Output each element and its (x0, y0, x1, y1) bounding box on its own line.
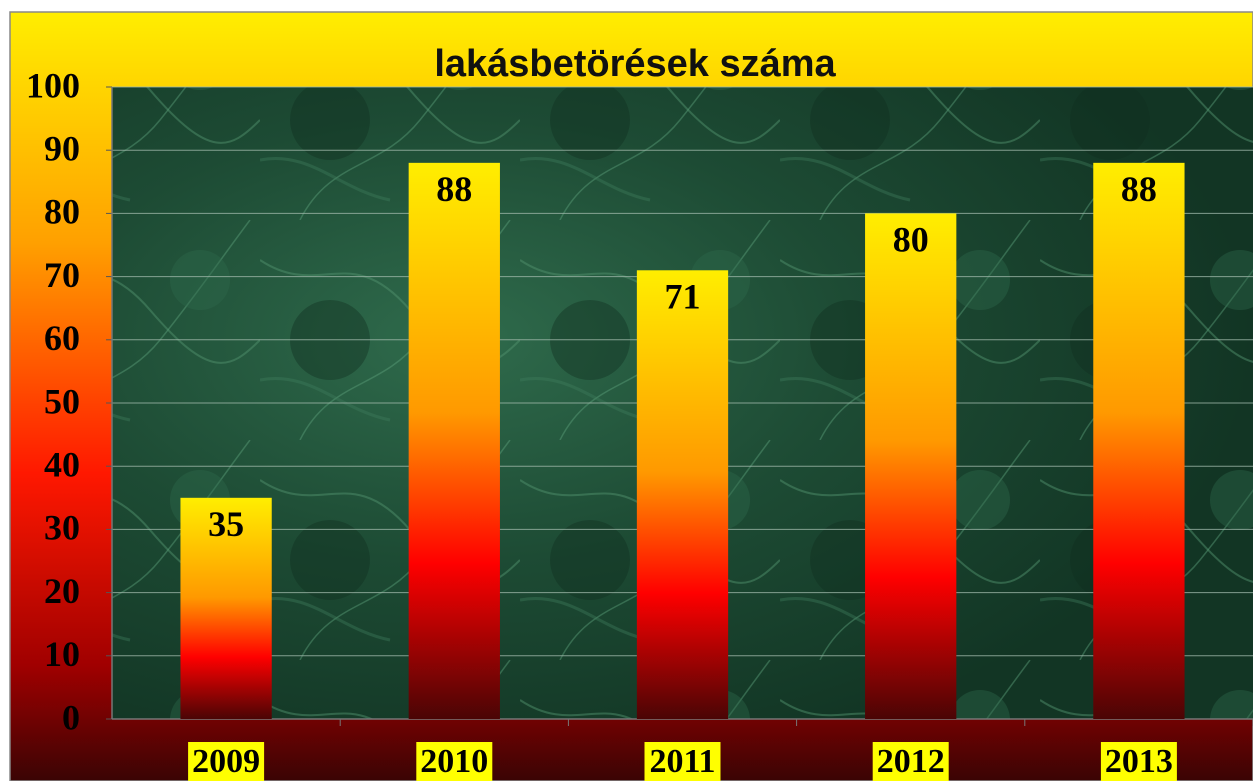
data-label: 35 (208, 504, 244, 544)
y-tick-label: 50 (44, 381, 80, 421)
x-label-bg (188, 742, 265, 781)
chart-title: lakásbetörések száma (434, 43, 836, 85)
x-tick-label: 2010 (420, 743, 488, 780)
y-tick-label: 90 (44, 128, 80, 168)
bar (636, 270, 729, 719)
y-tick-label: 30 (44, 508, 80, 548)
y-tick-label: 10 (44, 634, 80, 674)
y-tick-label: 100 (26, 65, 80, 105)
x-tick-label: 2013 (1105, 743, 1173, 780)
data-label: 88 (1121, 169, 1157, 209)
bar (865, 213, 957, 719)
x-label-bg (416, 742, 493, 781)
bar (408, 162, 500, 720)
y-tick-label: 70 (44, 255, 80, 295)
y-tick-label: 60 (44, 318, 80, 358)
x-label-bg (872, 742, 949, 781)
data-label: 80 (893, 220, 929, 260)
bar (180, 497, 272, 719)
x-label-bg (644, 742, 721, 781)
data-label: 71 (665, 277, 701, 317)
bar (1093, 162, 1185, 720)
x-label-bg (1100, 742, 1177, 781)
x-tick-label: 2009 (192, 743, 260, 780)
y-tick-label: 20 (44, 571, 80, 611)
data-label: 88 (436, 169, 472, 209)
x-tick-label: 2012 (877, 743, 945, 780)
x-tick-label: 2011 (649, 743, 715, 780)
y-tick-label: 0 (62, 697, 80, 737)
y-tick-label: 40 (44, 444, 80, 484)
y-tick-label: 80 (44, 192, 80, 232)
